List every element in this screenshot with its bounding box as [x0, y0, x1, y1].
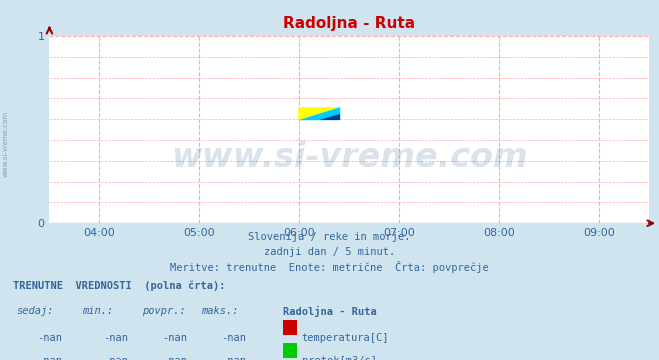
Text: -nan: -nan [162, 356, 187, 360]
Text: temperatura[C]: temperatura[C] [302, 333, 389, 343]
Text: maks.:: maks.: [201, 306, 239, 316]
Text: pretok[m3/s]: pretok[m3/s] [302, 356, 377, 360]
Text: -nan: -nan [103, 356, 128, 360]
Text: -nan: -nan [37, 333, 62, 343]
Title: Radoljna - Ruta: Radoljna - Ruta [283, 16, 415, 31]
Text: -nan: -nan [221, 333, 246, 343]
Text: min.:: min.: [82, 306, 113, 316]
Polygon shape [320, 114, 340, 120]
Polygon shape [299, 107, 340, 120]
Text: Meritve: trenutne  Enote: metrične  Črta: povprečje: Meritve: trenutne Enote: metrične Črta: … [170, 261, 489, 273]
Polygon shape [299, 107, 340, 120]
Text: TRENUTNE  VREDNOSTI  (polna črta):: TRENUTNE VREDNOSTI (polna črta): [13, 281, 225, 291]
Text: povpr.:: povpr.: [142, 306, 185, 316]
Text: www.si-vreme.com: www.si-vreme.com [2, 111, 9, 177]
Text: Radoljna - Ruta: Radoljna - Ruta [283, 306, 377, 317]
Text: -nan: -nan [162, 333, 187, 343]
Text: zadnji dan / 5 minut.: zadnji dan / 5 minut. [264, 247, 395, 257]
Text: www.si-vreme.com: www.si-vreme.com [171, 141, 528, 174]
Text: -nan: -nan [221, 356, 246, 360]
Text: sedaj:: sedaj: [16, 306, 54, 316]
Text: Slovenija / reke in morje.: Slovenija / reke in morje. [248, 232, 411, 242]
Text: -nan: -nan [37, 356, 62, 360]
Text: -nan: -nan [103, 333, 128, 343]
